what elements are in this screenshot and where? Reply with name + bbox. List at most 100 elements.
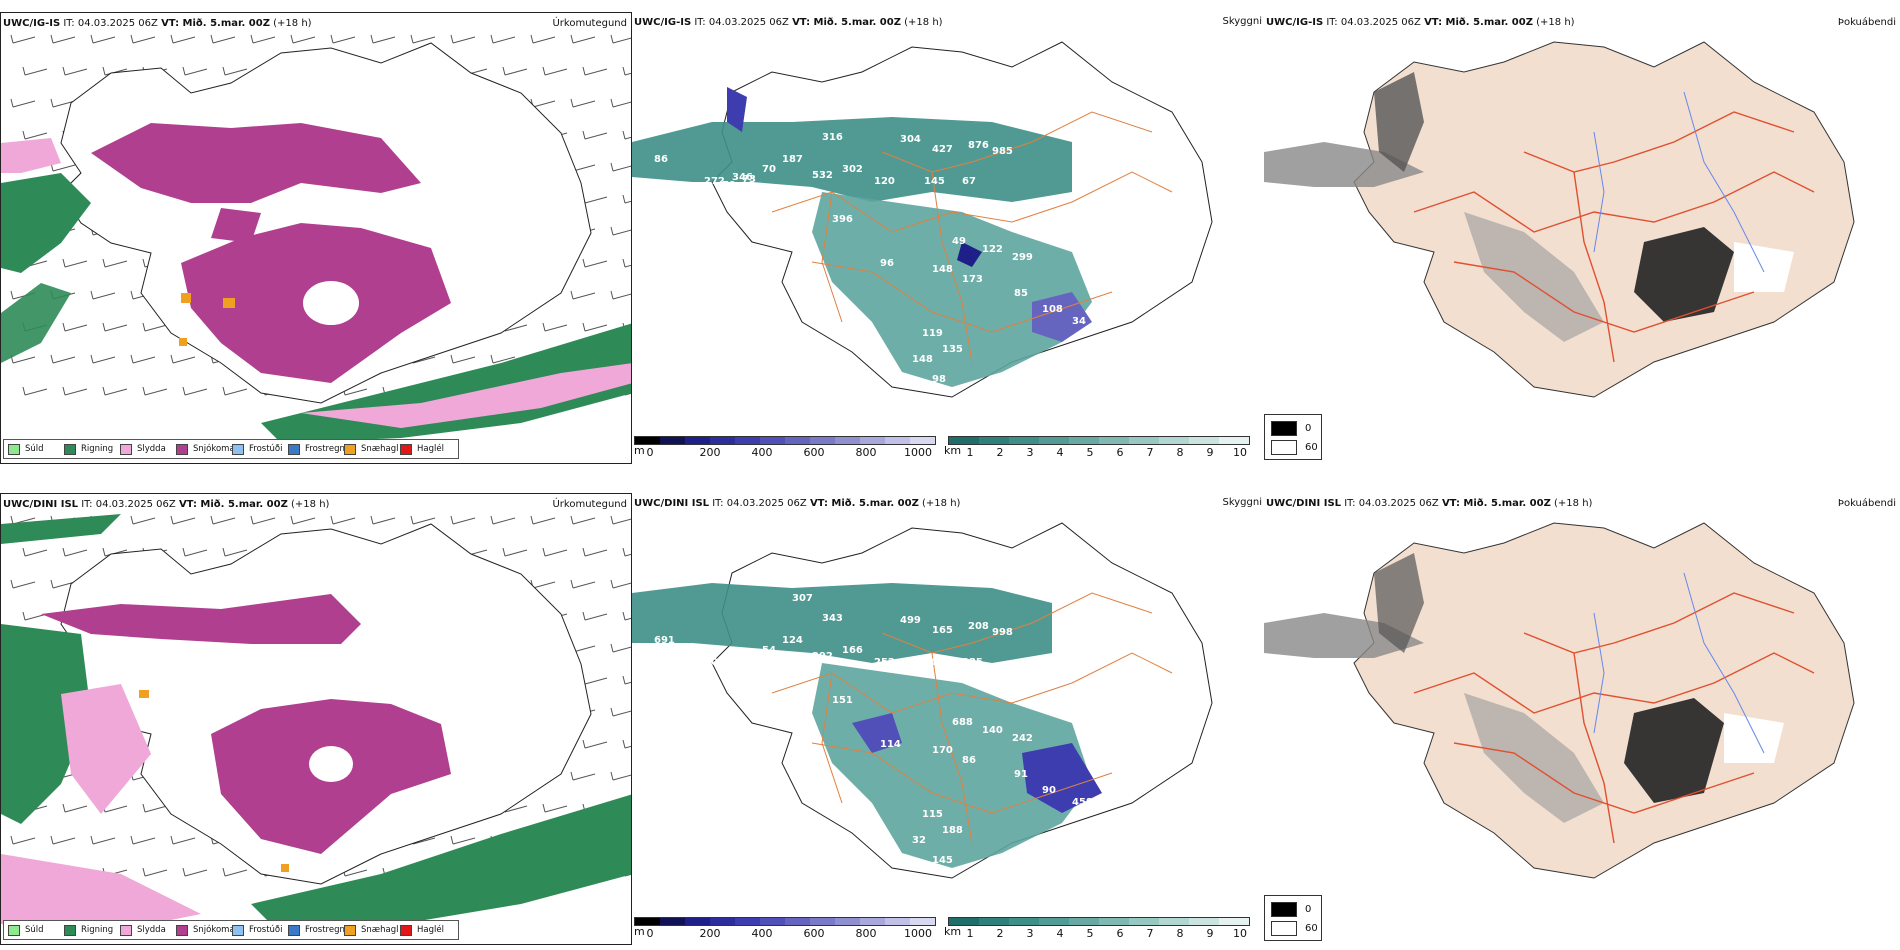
- wind-barb: [530, 98, 556, 108]
- sleet-area-west: [1, 514, 121, 544]
- legend-item: Frostregn: [288, 443, 345, 455]
- cloud-base-label: 335: [962, 657, 983, 668]
- wind-barb: [502, 547, 528, 557]
- snow-pellets-1: [139, 690, 149, 698]
- wind-barb: [102, 258, 128, 268]
- river-network: [1593, 91, 1765, 273]
- wind-barb: [10, 98, 36, 108]
- cloud-base-label: 170: [932, 745, 953, 756]
- it-prefix: IT:: [63, 18, 75, 29]
- fog-legend-item: 0: [1271, 902, 1311, 917]
- panel-header: UWC/IG-IS IT: 04.03.2025 06Z VT: Mið. 5.…: [634, 17, 943, 28]
- wind-barb: [222, 867, 248, 877]
- it-prefix: IT:: [712, 498, 724, 509]
- tick-label: 0: [646, 927, 654, 940]
- cloud-base-label: 801: [692, 667, 713, 678]
- tick-label: 3: [1026, 927, 1034, 940]
- tick-label: 8: [1176, 927, 1184, 940]
- wind-barb: [582, 322, 608, 332]
- legend-item: Haglél: [400, 924, 456, 936]
- wind-barb: [370, 34, 396, 44]
- cloud-base-label: 124: [782, 635, 803, 646]
- tick-label: 5: [1086, 446, 1094, 459]
- wind-barb: [142, 803, 168, 813]
- no-precip-hole: [303, 281, 359, 325]
- tick-label: 800: [855, 927, 877, 940]
- wind-barb: [610, 579, 631, 589]
- tick-label: 600: [803, 927, 825, 940]
- wind-barb: [622, 611, 631, 621]
- wind-barb: [182, 547, 208, 557]
- wind-barb: [622, 194, 631, 204]
- it-value: 04.03.2025 06Z: [77, 18, 158, 29]
- cloud-base-label: 985: [992, 146, 1013, 157]
- wind-barb: [10, 34, 36, 44]
- wind-barb: [50, 579, 76, 589]
- wind-barb: [142, 386, 168, 396]
- cloud-base-label: 79: [722, 180, 736, 191]
- cloud-base-label: 34: [1072, 316, 1086, 327]
- cloud-base-label: 307: [792, 593, 813, 604]
- wind-barb: [222, 386, 248, 396]
- legend-item: Snjókoma: [176, 924, 235, 936]
- wind-barb: [570, 771, 596, 781]
- cloud-base-label: 998: [992, 627, 1013, 638]
- fog-nw-peninsula: [1374, 72, 1424, 172]
- legend-label: 60: [1305, 442, 1318, 453]
- legend-label: Haglél: [417, 925, 444, 935]
- no-precip-hole: [309, 746, 353, 782]
- cloud-base-label: 179: [972, 865, 993, 876]
- legend-item: Rigning: [64, 924, 120, 936]
- panel-header: UWC/DINI ISL IT: 04.03.2025 06Z VT: Mið.…: [1266, 498, 1592, 509]
- wind-barb: [530, 515, 556, 525]
- wind-barb: [170, 354, 196, 364]
- cloud-base-label: 334: [732, 653, 753, 664]
- fog-map: [1264, 41, 1855, 398]
- snow-area-mid: [211, 208, 261, 243]
- cloud-base-label: 148: [932, 264, 953, 275]
- cloud-base-label: 691: [654, 635, 675, 646]
- cloud-base-label: 299: [1012, 252, 1033, 263]
- cloud-base-label: 151: [832, 695, 853, 706]
- vt-label: VT: Mið. 5.mar. 00Z: [1441, 498, 1551, 509]
- legend-item: Snæhagl: [344, 924, 400, 936]
- legend-item: Súld: [8, 924, 64, 936]
- it-value: 04.03.2025 06Z: [95, 499, 176, 510]
- tick-label: 7: [1146, 927, 1154, 940]
- cloud-base-label: 188: [942, 825, 963, 836]
- colorbar-unit: m: [634, 444, 645, 457]
- low-cloud-nw: [727, 87, 747, 132]
- cloud-base-label: 32: [912, 835, 926, 846]
- wind-barb: [10, 579, 36, 589]
- low-cloud-east: [1022, 743, 1102, 813]
- wind-barb: [330, 34, 356, 44]
- wind-barb: [10, 835, 36, 845]
- model-name: UWC/IG-IS: [3, 18, 61, 29]
- panel-header: UWC/IG-IS IT: 04.03.2025 06Z VT: Mið. 5.…: [1266, 17, 1575, 28]
- cloud-base-label: 304: [900, 134, 921, 145]
- colorbar-unit: m: [634, 925, 645, 938]
- lead-time: (+18 h): [922, 498, 961, 509]
- wind-barb: [450, 354, 476, 364]
- cloud-base-label: 187: [722, 661, 743, 672]
- legend-swatch: [288, 924, 300, 936]
- wind-barb: [62, 66, 88, 76]
- teal-cloud-central: [812, 192, 1092, 387]
- lead-time: (+18 h): [1536, 17, 1575, 28]
- panel-header: UWC/IG-IS IT: 04.03.2025 06Z VT: Mið. 5.…: [3, 18, 312, 29]
- wind-barb: [102, 322, 128, 332]
- wind-barb: [90, 34, 116, 44]
- legend-label: Frostúði: [249, 925, 283, 935]
- tick-label: 2: [996, 446, 1004, 459]
- legend-swatch: [120, 443, 132, 455]
- wind-barb: [62, 386, 88, 396]
- tick-label: 600: [803, 446, 825, 459]
- precip-legend: Súld Rigning Slydda Snjókoma Frostúði Fr…: [3, 920, 459, 940]
- tick-label: 4: [1056, 446, 1064, 459]
- legend-swatch: [120, 924, 132, 936]
- legend-item: Frostregn: [288, 924, 345, 936]
- fog-legend-item: 0: [1271, 421, 1311, 436]
- wind-barb: [10, 354, 36, 364]
